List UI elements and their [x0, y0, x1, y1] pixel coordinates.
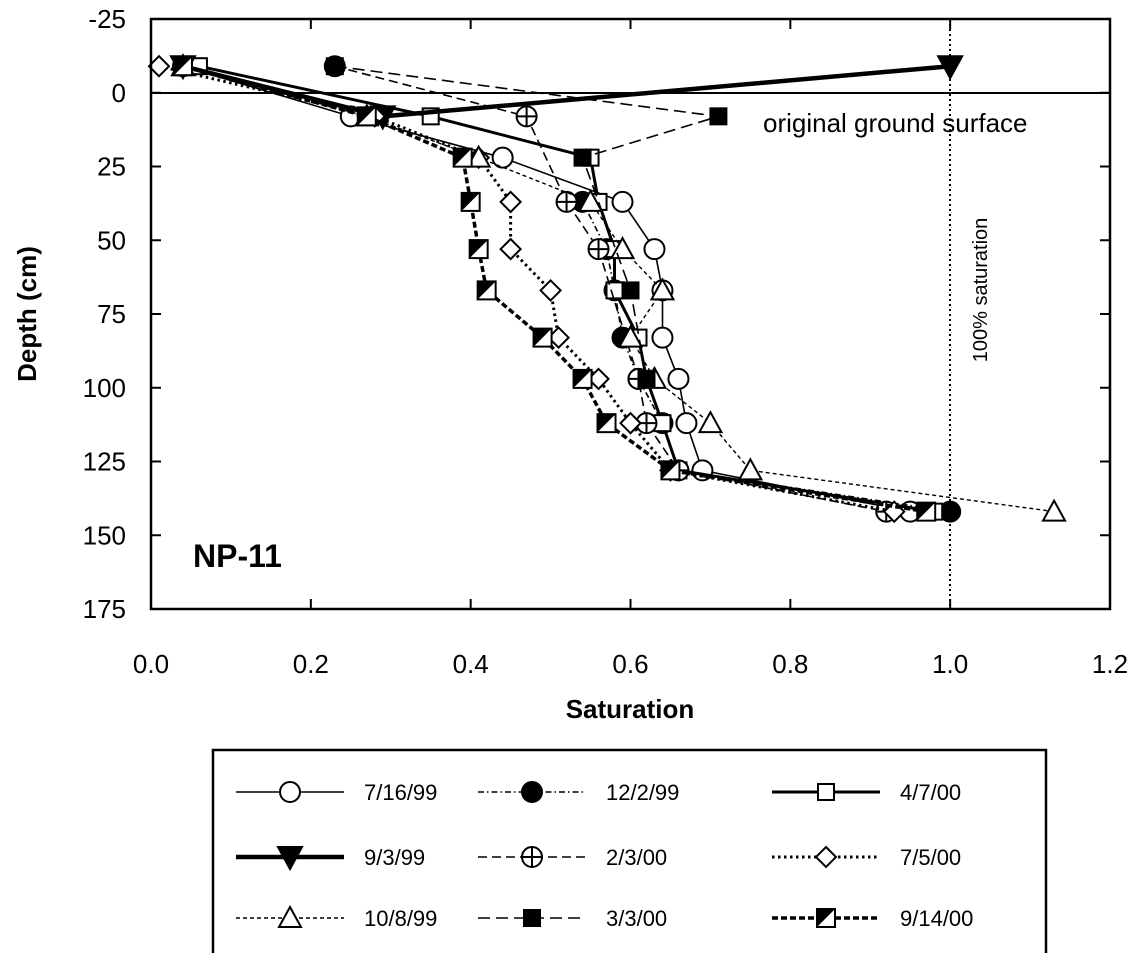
legend-marker	[279, 781, 301, 803]
data-point	[515, 105, 538, 128]
x-tick-label: 1.0	[932, 649, 968, 679]
data-point	[660, 460, 681, 481]
data-point	[649, 277, 676, 301]
data-point	[637, 369, 656, 388]
legend-label: 10/8/99	[364, 906, 437, 931]
data-point	[1041, 498, 1067, 522]
data-point	[621, 281, 640, 300]
data-point	[499, 190, 523, 214]
y-tick-label: 0	[112, 78, 126, 108]
y-tick-label: -25	[88, 4, 126, 34]
data-point	[325, 57, 344, 76]
data-point	[172, 56, 193, 77]
legend-item: 2/3/00	[478, 845, 667, 870]
data-point	[619, 411, 642, 435]
legend-item: 9/14/00	[772, 906, 973, 931]
y-tick-label: 75	[97, 299, 126, 329]
data-point	[617, 324, 644, 348]
data-point	[635, 412, 658, 435]
data-point	[452, 147, 473, 168]
data-point	[596, 413, 617, 434]
saturation-line-label: 100% saturation	[970, 218, 992, 363]
site-label: NP-11	[193, 538, 282, 574]
data-point	[491, 146, 514, 169]
legend-label: 12/2/99	[606, 780, 679, 805]
data-point	[555, 190, 578, 213]
y-tick-label: 125	[83, 447, 126, 477]
data-point	[468, 239, 489, 260]
legend-marker	[521, 846, 543, 868]
data-point	[667, 367, 690, 390]
y-tick-label: 175	[83, 594, 126, 624]
data-point	[147, 54, 171, 78]
legend-label: 4/7/00	[900, 780, 961, 805]
legend-marker	[276, 846, 304, 872]
y-tick-label: 25	[97, 152, 126, 182]
legend-item: 3/3/00	[478, 906, 667, 931]
data-point	[587, 238, 610, 261]
legend-item: 7/5/00	[772, 845, 961, 870]
y-tick-label: 100	[83, 373, 126, 403]
legend-label: 3/3/00	[606, 906, 667, 931]
data-point	[356, 106, 377, 127]
data-point	[572, 368, 593, 389]
legend-label: 7/5/00	[900, 845, 961, 870]
x-tick-label: 0.2	[293, 649, 329, 679]
legend-marker	[814, 845, 838, 869]
axes: 0.0 0.2 0.4 0.6 0.8 1.0 1.2 -25 0 25 50 75 100 125 150…	[83, 4, 1128, 679]
ground-surface-label: original ground surface	[763, 108, 1028, 138]
legend-marker	[523, 909, 541, 927]
x-tick-label: 0.8	[772, 649, 808, 679]
legend-item: 4/7/00	[772, 780, 961, 805]
data-point	[737, 457, 764, 481]
data-point	[476, 280, 497, 301]
data-point	[532, 327, 553, 348]
data-point	[709, 107, 728, 126]
legend-item: 7/16/99	[236, 780, 437, 805]
legend-label: 2/3/00	[606, 845, 667, 870]
y-tick-label: 50	[97, 225, 126, 255]
data-point	[936, 55, 964, 81]
series-8	[172, 56, 937, 522]
legend-item: 9/3/99	[236, 845, 425, 872]
y-axis-title: Depth (cm)	[12, 246, 42, 382]
x-tick-label: 0.4	[453, 649, 489, 679]
legend-item: 10/8/99	[236, 904, 437, 931]
legend-item: 12/2/99	[478, 780, 679, 805]
legend: 7/16/99 12/2/99 4/7/00 9/3/99 2/3/00 7/5/00 10…	[236, 780, 973, 931]
data-point	[651, 326, 674, 349]
data-point	[916, 501, 937, 522]
series-line	[581, 201, 951, 513]
series-7	[325, 57, 728, 388]
x-tick-label: 0.0	[133, 649, 169, 679]
legend-marker	[521, 781, 543, 803]
legend-marker	[277, 904, 303, 928]
data-point	[499, 237, 523, 261]
x-axis-title: Saturation	[566, 694, 695, 724]
data-point	[643, 238, 666, 261]
data-point	[460, 191, 481, 212]
data-point	[539, 278, 562, 302]
data-point	[573, 148, 592, 167]
legend-marker	[817, 783, 835, 801]
data-point	[697, 410, 724, 434]
data-point	[465, 144, 492, 168]
legend-label: 9/3/99	[364, 845, 425, 870]
data-point	[577, 188, 604, 212]
y-tick-label: 150	[83, 520, 126, 550]
legend-box	[211, 748, 1048, 953]
x-tick-label: 0.6	[612, 649, 648, 679]
data-point	[611, 190, 634, 213]
x-tick-label: 1.2	[1092, 649, 1128, 679]
legend-marker	[816, 908, 836, 928]
legend-label: 9/14/00	[900, 906, 973, 931]
data-point	[675, 412, 698, 435]
marks-layer	[147, 53, 1067, 524]
legend-label: 7/16/99	[364, 780, 437, 805]
